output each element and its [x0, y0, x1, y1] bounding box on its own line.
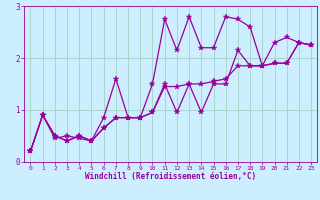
X-axis label: Windchill (Refroidissement éolien,°C): Windchill (Refroidissement éolien,°C): [85, 172, 256, 181]
